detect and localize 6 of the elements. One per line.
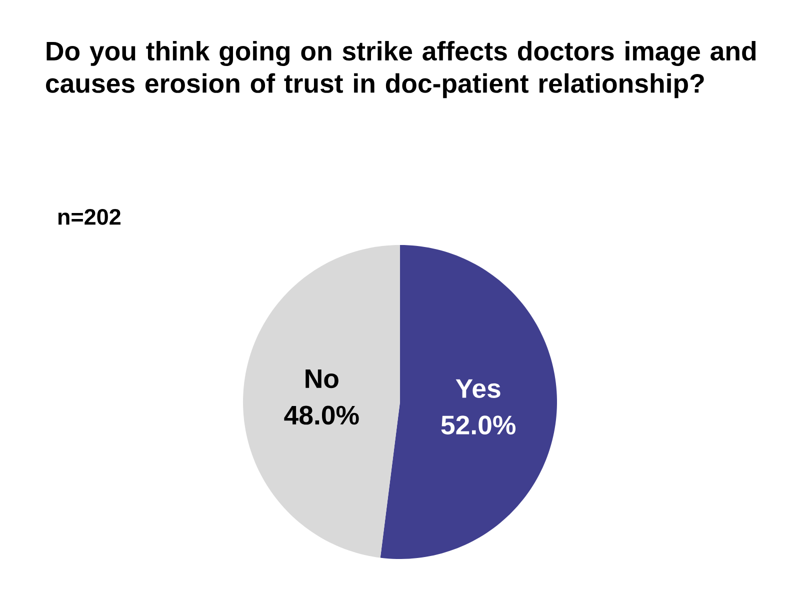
data-label: 52.0% — [441, 416, 516, 435]
text: n=202 — [58, 208, 120, 225]
slice-label: Yes — [456, 379, 500, 398]
chart-title: Do you think going on strike affects doctors image and causes erosion of trust in doc-patient relationship? — [46, 40, 756, 98]
slice-label: No — [306, 369, 338, 388]
data-label: 48.0% — [284, 406, 359, 425]
